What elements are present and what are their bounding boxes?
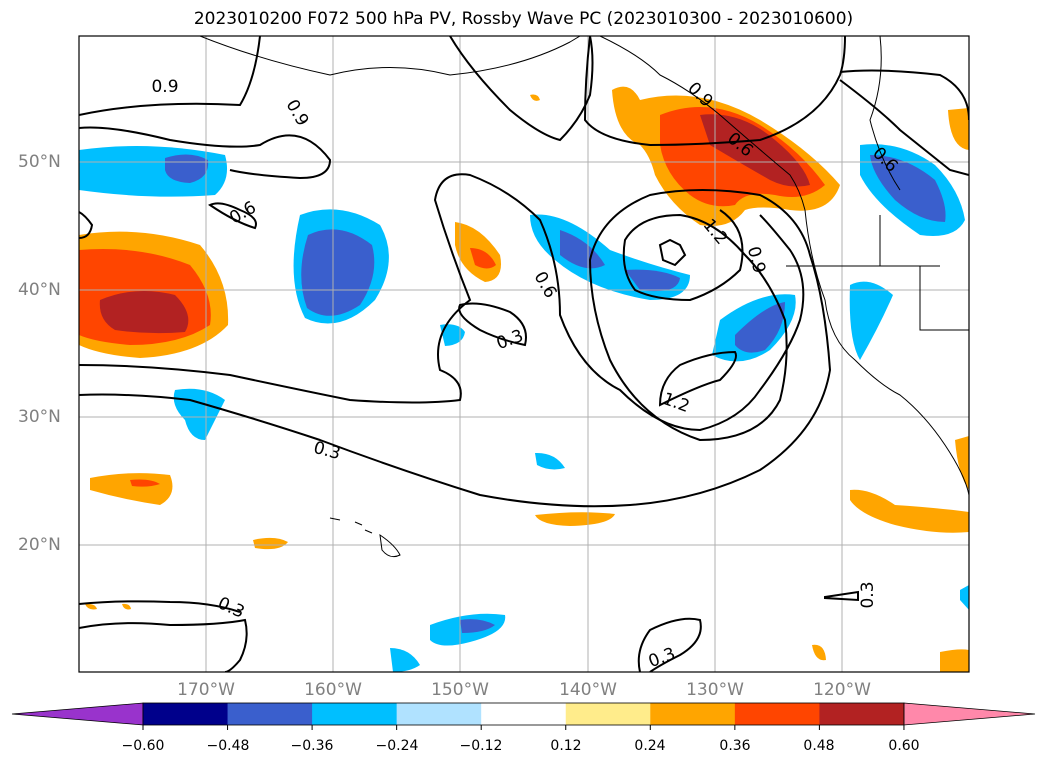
colorbar-segment bbox=[734, 703, 820, 725]
map-background bbox=[79, 36, 969, 672]
lon-label-170w: 170°W bbox=[177, 680, 235, 700]
colorbar-segment bbox=[227, 703, 313, 725]
lon-label-140w: 140°W bbox=[559, 680, 617, 700]
colorbar-tick-label: −0.36 bbox=[290, 738, 334, 754]
colorbar-segment bbox=[143, 703, 229, 725]
colorbar-segment bbox=[396, 703, 482, 725]
colorbar-frame bbox=[142, 702, 905, 726]
colorbar-tick-label: −0.60 bbox=[121, 738, 165, 754]
lat-label-50n: 50°N bbox=[18, 152, 61, 172]
lon-label-130w: 130°W bbox=[686, 680, 744, 700]
colorbar-segment bbox=[481, 703, 567, 725]
contour-label: 0.3 bbox=[858, 581, 878, 608]
colorbar-segment bbox=[565, 703, 651, 725]
figure-title: 2023010200 F072 500 hPa PV, Rossby Wave … bbox=[193, 9, 854, 29]
colorbar-segment bbox=[819, 703, 905, 725]
lon-label-120w: 120°W bbox=[813, 680, 871, 700]
colorbar-extend-high bbox=[903, 702, 1036, 726]
lon-label-150w: 150°W bbox=[431, 680, 489, 700]
colorbar bbox=[11, 702, 1036, 730]
colorbar-tick-label: 0.24 bbox=[634, 738, 666, 754]
colorbar-tick-label: 0.48 bbox=[803, 738, 835, 754]
colorbar-tick-label: −0.12 bbox=[459, 738, 503, 754]
colorbar-tick-label: 0.12 bbox=[550, 738, 582, 754]
colorbar-segment bbox=[312, 703, 398, 725]
colorbar-tick-label: 0.60 bbox=[888, 738, 920, 754]
contour-label: 0.9 bbox=[151, 77, 178, 97]
colorbar-tick-label: 0.36 bbox=[719, 738, 751, 754]
lon-label-160w: 160°W bbox=[304, 680, 362, 700]
positive-anomaly-shading bbox=[79, 86, 969, 672]
lat-label-40n: 40°N bbox=[18, 280, 61, 300]
pv-contours bbox=[79, 36, 969, 672]
lat-label-30n: 30°N bbox=[18, 407, 61, 427]
map-frame bbox=[78, 35, 970, 673]
colorbar-segment bbox=[650, 703, 736, 725]
colorbar-tick-label: −0.48 bbox=[206, 738, 250, 754]
coastlines bbox=[199, 36, 969, 558]
colorbar-extend-low bbox=[11, 702, 144, 726]
shading-layer bbox=[79, 86, 969, 672]
gridlines bbox=[79, 36, 969, 672]
lat-label-20n: 20°N bbox=[18, 535, 61, 555]
negative-anomaly-shading bbox=[79, 144, 969, 672]
colorbar-tick-label: −0.24 bbox=[375, 738, 419, 754]
